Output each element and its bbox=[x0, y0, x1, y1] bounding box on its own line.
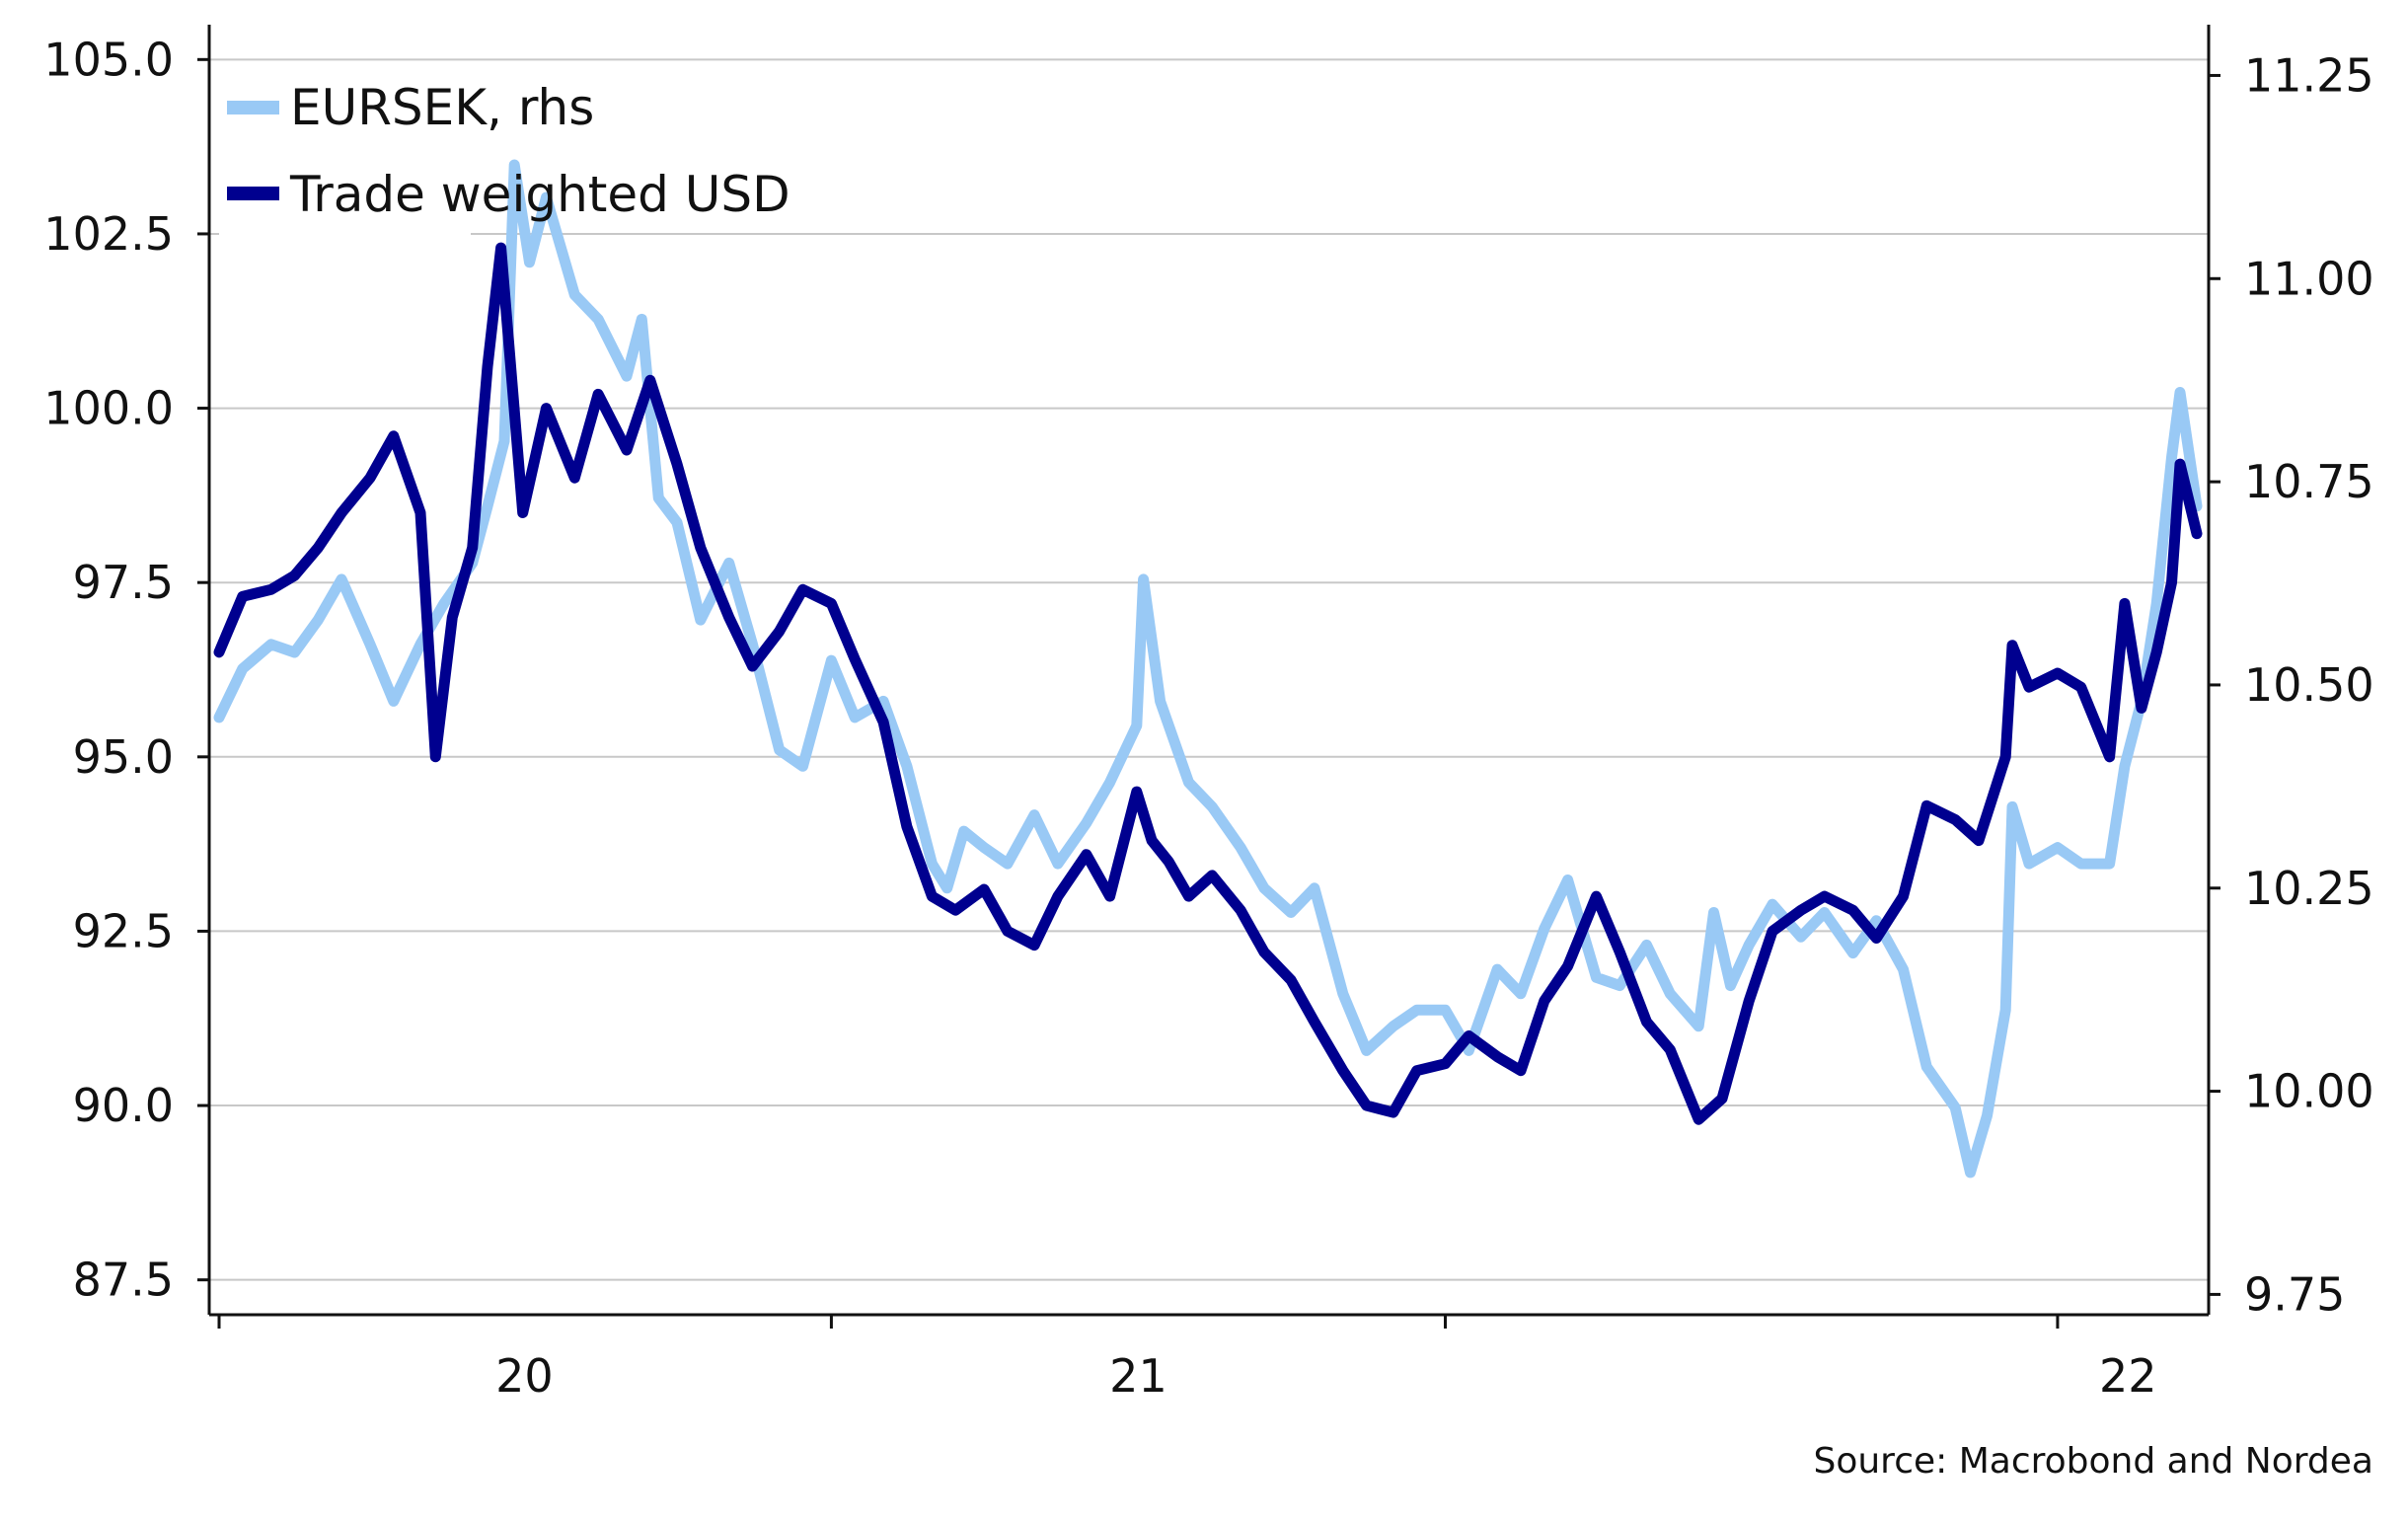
legend: EURSEK, rhs Trade weighted USD bbox=[219, 79, 790, 261]
x-axis-ticks: 20 21 22 bbox=[217, 1315, 2157, 1403]
x-tick-label: 22 bbox=[2099, 1349, 2157, 1403]
legend-label-usd: Trade weighted USD bbox=[289, 166, 790, 223]
right-tick-label: 10.75 bbox=[2244, 455, 2374, 508]
x-tick-label: 20 bbox=[495, 1349, 554, 1403]
series-line-trade-weighted-usd bbox=[213, 242, 2203, 1125]
axes bbox=[207, 25, 2211, 1317]
right-tick-label: 10.50 bbox=[2244, 658, 2374, 712]
right-tick-label: 11.25 bbox=[2244, 48, 2374, 102]
right-tick-label: 10.25 bbox=[2244, 862, 2374, 915]
left-tick-label: 102.5 bbox=[43, 207, 174, 261]
left-tick-label: 97.5 bbox=[73, 556, 174, 609]
right-axis-ticks: 9.75 10.00 10.25 10.50 10.75 11.00 11.25 bbox=[2209, 48, 2374, 1321]
series-line-eursek bbox=[213, 159, 2203, 1179]
left-tick-label: 90.0 bbox=[73, 1079, 174, 1132]
left-axis-ticks: 87.5 90.0 92.5 95.0 97.5 100.0 102.5 105.0 bbox=[43, 33, 209, 1307]
legend-label-eursek: EURSEK, rhs bbox=[290, 79, 594, 136]
source-note: Source: Macrobond and Nordea bbox=[1813, 1441, 2373, 1482]
right-tick-label: 10.00 bbox=[2244, 1065, 2374, 1118]
left-tick-label: 105.0 bbox=[43, 33, 174, 86]
right-tick-label: 9.75 bbox=[2244, 1267, 2345, 1321]
legend-background bbox=[219, 87, 471, 261]
x-tick-label: 21 bbox=[1109, 1349, 1167, 1403]
left-tick-label: 100.0 bbox=[43, 382, 174, 435]
left-tick-label: 92.5 bbox=[73, 904, 174, 957]
left-tick-label: 95.0 bbox=[73, 730, 174, 784]
series-layer bbox=[213, 159, 2203, 1179]
left-tick-label: 87.5 bbox=[73, 1254, 174, 1307]
right-tick-label: 11.00 bbox=[2244, 252, 2374, 305]
